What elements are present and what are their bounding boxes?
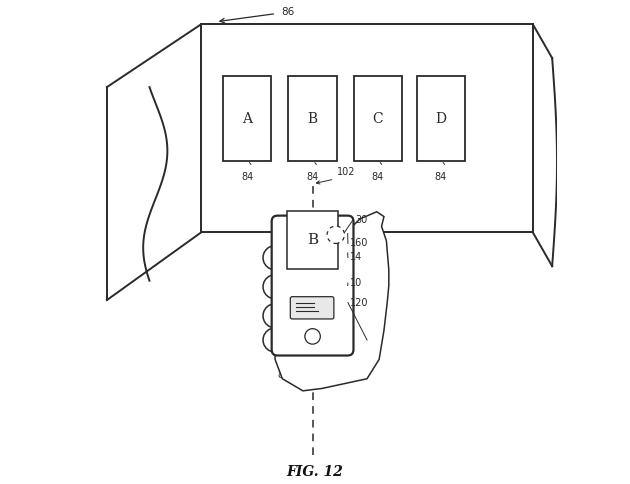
Text: 14: 14 (350, 253, 363, 262)
Bar (353, 76, 402, 161)
Text: 84: 84 (435, 172, 447, 182)
Text: 120: 120 (350, 298, 369, 307)
Text: 10: 10 (350, 278, 363, 288)
Text: D: D (435, 112, 446, 125)
Text: 84: 84 (372, 172, 384, 182)
Bar (289, 76, 337, 161)
Polygon shape (263, 212, 389, 391)
Text: 160: 160 (350, 239, 369, 248)
Text: 84: 84 (241, 172, 253, 182)
FancyBboxPatch shape (272, 216, 353, 355)
Text: 82: 82 (277, 370, 290, 380)
Text: 102: 102 (337, 166, 355, 177)
Text: A: A (243, 112, 252, 125)
Text: B: B (307, 112, 318, 125)
Text: FIG. 12: FIG. 12 (287, 465, 343, 479)
Text: B: B (307, 233, 318, 246)
Text: C: C (372, 112, 383, 125)
Text: 86: 86 (281, 7, 294, 17)
FancyBboxPatch shape (290, 297, 334, 319)
Bar (223, 76, 272, 161)
Circle shape (327, 226, 345, 243)
Bar (416, 76, 465, 161)
Circle shape (305, 329, 320, 344)
Text: 30: 30 (355, 215, 367, 225)
Text: 84: 84 (306, 172, 319, 182)
Bar (287, 211, 338, 269)
